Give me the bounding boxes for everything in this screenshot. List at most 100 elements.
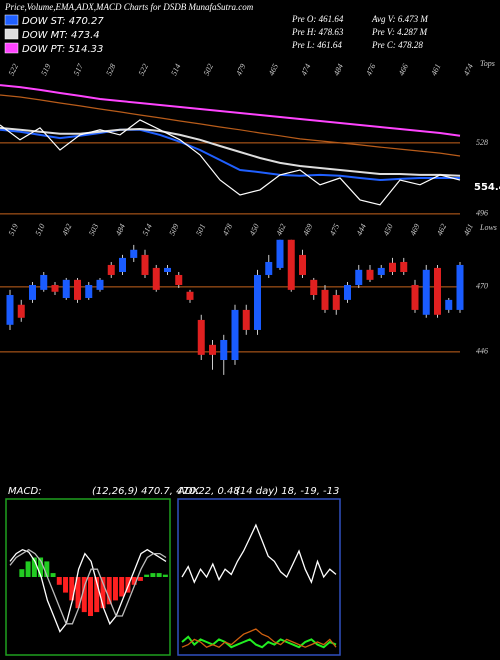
candle-body (377, 267, 385, 275)
macd-bar (137, 577, 143, 581)
price-line (0, 84, 461, 137)
top-label: 475 (328, 222, 341, 237)
candle-body (344, 284, 351, 300)
top-label: 484 (332, 62, 345, 77)
macd-bar (162, 574, 168, 577)
price-line (0, 128, 460, 182)
y-tick-label: 528 (476, 138, 488, 147)
top-label: 501 (194, 222, 207, 237)
candle-body (51, 284, 59, 292)
macd-bar (75, 577, 81, 609)
macd-bar (63, 577, 69, 593)
top-label: 492 (60, 222, 73, 237)
y-tick-label: 470 (476, 282, 488, 291)
candle-body (321, 289, 329, 310)
macd-bar (31, 557, 37, 577)
macd-bar (88, 577, 93, 616)
top-label: 461 (462, 222, 475, 237)
top-label: 509 (167, 222, 180, 237)
candle-body (107, 264, 115, 275)
y-tick-label: 496 (476, 209, 488, 218)
top-label: 469 (301, 222, 314, 237)
candle-body (231, 309, 239, 361)
top-label: 502 (202, 62, 215, 77)
candle-body (265, 261, 273, 275)
candle-body (456, 264, 464, 310)
top-label: 462 (435, 222, 448, 237)
macd-bar (94, 577, 100, 613)
macd-bar (50, 573, 56, 577)
candle-body (445, 299, 453, 310)
macd-bar (38, 557, 44, 577)
macd-bar (156, 573, 162, 577)
macd-bar (100, 577, 106, 609)
legend-swatch (4, 42, 19, 54)
price-line (0, 94, 461, 157)
candle-body (332, 295, 340, 310)
candle-body (74, 279, 81, 300)
candle-body (411, 284, 419, 310)
candle-body (220, 339, 228, 361)
adx-line (181, 635, 337, 649)
price-line (0, 126, 461, 177)
candle-body (287, 239, 295, 290)
candle-body (6, 295, 14, 325)
top-label: 466 (397, 62, 410, 77)
top-label: 450 (381, 222, 394, 237)
candle-body (175, 274, 183, 285)
candle-body (299, 254, 306, 275)
panel-label: Lows (479, 223, 497, 232)
price-line (0, 119, 461, 206)
candle-body (96, 279, 104, 290)
candle-body (276, 239, 284, 268)
chart-title: Price,Volume,EMA,ADX,MACD Charts for DSD… (4, 2, 254, 12)
top-label: 484 (114, 222, 127, 237)
top-label: 476 (364, 62, 377, 77)
legend-swatch (4, 28, 19, 40)
top-label: 522 (7, 62, 20, 77)
macd-bar (44, 561, 50, 577)
candle-body (242, 309, 250, 330)
macd-line (9, 548, 167, 633)
top-label: 514 (169, 62, 182, 77)
info-text: Pre C: 478.28 (371, 40, 423, 50)
top-label: 469 (408, 222, 421, 237)
candle-body (119, 257, 126, 272)
candle-body (164, 267, 171, 272)
candle-body (40, 274, 48, 290)
top-label: 478 (221, 222, 234, 237)
candle-body (400, 261, 408, 272)
candle-body (152, 267, 160, 290)
legend-label: DOW MT: 473.4 (22, 30, 100, 41)
macd-subtitle: (12,26,9) 470.7, 470.22, 0.48 (92, 486, 240, 497)
macd-bar (25, 561, 31, 577)
adx-line (181, 523, 337, 585)
y-tick-label: 446 (476, 347, 488, 356)
candle-body (62, 279, 70, 298)
candle-body (85, 284, 93, 298)
macd-title: MACD: (8, 486, 42, 497)
top-label: 450 (248, 222, 261, 237)
adx-subtitle: (14 day) 18, -19, -13 (236, 486, 339, 497)
candle-body (434, 267, 441, 315)
candle-body (141, 254, 149, 275)
macd-bar (69, 577, 75, 601)
top-label: 444 (355, 222, 368, 237)
macd-bar (106, 577, 112, 605)
macd-bar (56, 577, 62, 585)
info-text: Pre L: 461.64 (291, 40, 342, 50)
panel-label: Tops (480, 59, 495, 68)
top-label: 503 (87, 222, 100, 237)
info-text: Pre O: 461.64 (291, 14, 344, 24)
top-label: 462 (274, 222, 287, 237)
top-label: 465 (267, 62, 280, 77)
candle-body (130, 249, 138, 258)
top-label: 519 (7, 222, 20, 237)
top-label: 519 (39, 62, 52, 77)
macd-bar (19, 569, 25, 577)
candle-body (310, 279, 318, 296)
candle-body (197, 319, 205, 355)
top-label: 522 (137, 62, 150, 77)
candle-body (186, 291, 194, 300)
